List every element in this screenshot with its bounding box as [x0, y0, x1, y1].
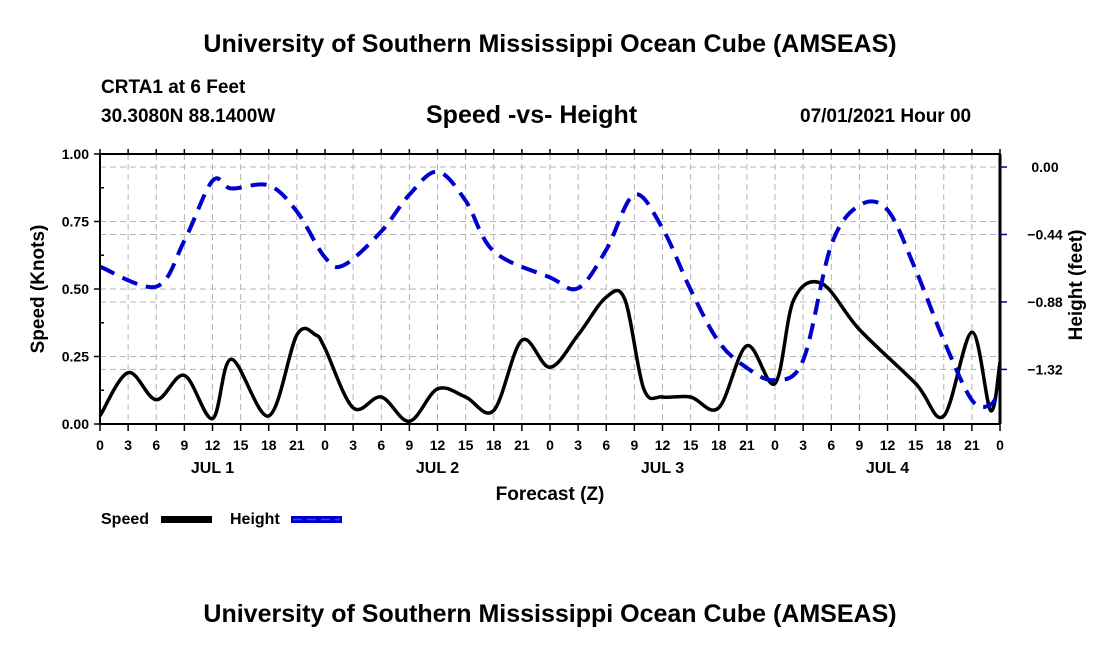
x-tick-label: 15 [908, 437, 924, 453]
x-tick-label: 12 [655, 437, 671, 453]
x-tick-label: 3 [124, 437, 132, 453]
x-tick-label: 18 [486, 437, 502, 453]
y-tick-label: 0.00 [62, 416, 89, 432]
x-tick-label: 0 [546, 437, 554, 453]
coordinates-label: 30.3080N 88.1400W [101, 106, 276, 127]
x-tick-label: 0 [996, 437, 1004, 453]
y-tick-label: 0.25 [62, 349, 89, 365]
series-line-height [99, 169, 1002, 410]
datetime-label: 07/01/2021 Hour 00 [800, 106, 972, 127]
x-tick-label: 15 [458, 437, 474, 453]
x-tick-label: 15 [233, 437, 249, 453]
legend: Speed Height [101, 511, 342, 528]
series-group [98, 169, 1002, 424]
bottom-title: University of Southern Mississippi Ocean… [203, 600, 897, 628]
y2-axis-label: Height (feet) [1066, 230, 1087, 341]
axes: 0 3 6 9 12 15 18 21 0 3 6 9 12 15 18 21 0 3 6 9 12 15 18 21 0 3 6 9… [62, 146, 1063, 477]
x-tick-label: 0 [96, 437, 104, 453]
x-tick-label: 9 [855, 437, 863, 453]
x-tick-label: 6 [602, 437, 610, 453]
top-title: University of Southern Mississippi Ocean… [203, 30, 897, 58]
x-tick-label: 6 [152, 437, 160, 453]
y2-tick-label: 0.00 [1031, 159, 1058, 175]
x-tick-label: 0 [771, 437, 779, 453]
x-tick-label: 9 [180, 437, 188, 453]
x-day-label: JUL 2 [416, 460, 459, 477]
x-tick-label: 18 [261, 437, 277, 453]
x-tick-label: 3 [349, 437, 357, 453]
legend-height-swatch [291, 516, 342, 523]
station-label: CRTA1 at 6 Feet [101, 77, 246, 98]
legend-speed-swatch [161, 516, 212, 523]
x-tick-label: 6 [377, 437, 385, 453]
x-tick-label: 0 [321, 437, 329, 453]
x-day-label: JUL 3 [641, 460, 684, 477]
y2-tick-label: −0.88 [1027, 294, 1063, 310]
x-tick-label: 15 [683, 437, 699, 453]
x-day-label: JUL 4 [866, 460, 909, 477]
y-axis-label: Speed (Knots) [28, 225, 49, 354]
grid-lines [100, 154, 1000, 424]
x-tick-label: 12 [205, 437, 221, 453]
x-tick-label: 3 [799, 437, 807, 453]
x-tick-label: 9 [405, 437, 413, 453]
legend-height-label: Height [230, 511, 280, 528]
x-tick-label: 21 [964, 437, 980, 453]
legend-speed-label: Speed [101, 511, 149, 528]
chart-title: Speed -vs- Height [426, 101, 638, 129]
x-tick-label: 21 [289, 437, 305, 453]
x-tick-label: 12 [880, 437, 896, 453]
x-tick-label: 12 [430, 437, 446, 453]
y2-tick-label: −1.32 [1027, 361, 1063, 377]
y-tick-label: 0.75 [62, 214, 89, 230]
x-axis-label: Forecast (Z) [496, 484, 605, 505]
x-tick-label: 21 [514, 437, 530, 453]
y-tick-label: 0.50 [62, 281, 89, 297]
x-tick-label: 18 [711, 437, 727, 453]
x-day-label: JUL 1 [191, 460, 234, 477]
y-tick-label: 1.00 [62, 146, 89, 162]
axis-labels: Speed (Knots) Height (feet) Forecast (Z) [28, 225, 1087, 505]
x-tick-label: 9 [630, 437, 638, 453]
x-tick-label: 6 [827, 437, 835, 453]
y2-tick-label: −0.44 [1027, 226, 1063, 242]
x-tick-label: 18 [936, 437, 952, 453]
x-tick-label: 3 [574, 437, 582, 453]
series-line-speed [98, 279, 1002, 424]
x-tick-label: 21 [739, 437, 755, 453]
